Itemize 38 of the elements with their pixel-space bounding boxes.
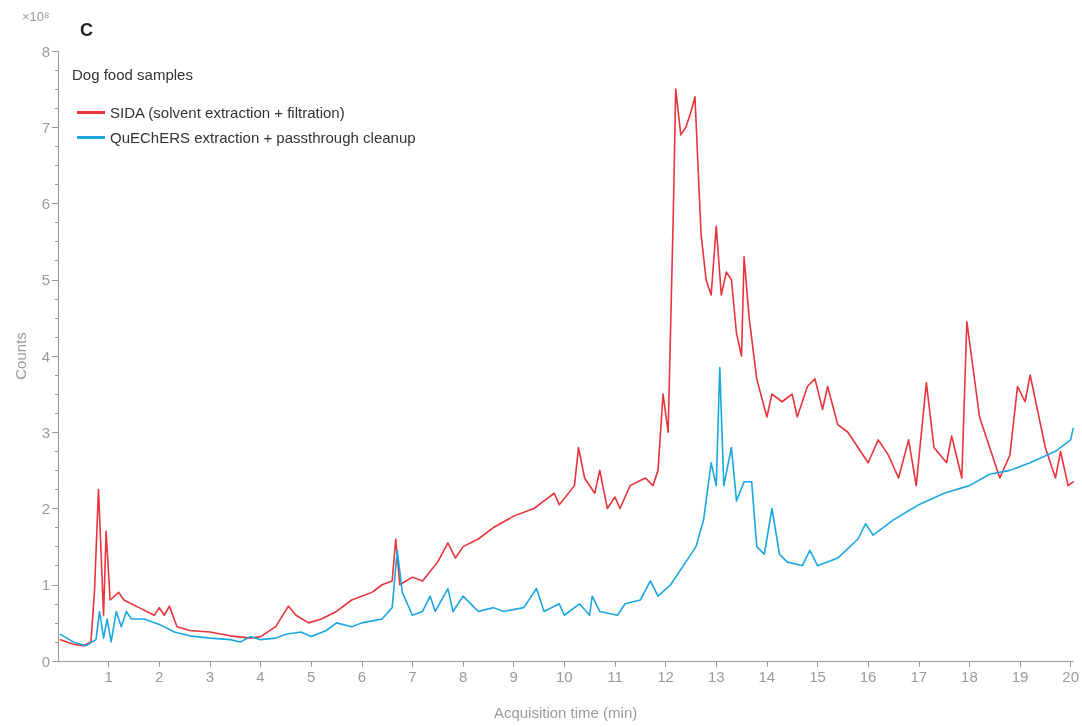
legend-label: QuEChERS extraction + passthrough cleanup — [110, 129, 416, 146]
x-axis-title: Acquisition time (min) — [493, 704, 638, 721]
x-tick-label: 18 — [961, 668, 978, 685]
y-tick-label: 7 — [41, 118, 50, 136]
text: ×10⁸ — [22, 9, 50, 24]
x-tick-label: 6 — [357, 668, 366, 685]
x-tick-label: 19 — [1011, 668, 1029, 685]
legend-title: Dog food samples — [72, 66, 193, 83]
x-tick-label: 17 — [910, 668, 928, 685]
x-tick-label: 3 — [205, 668, 215, 685]
line-series — [59, 88, 1074, 647]
y-tick-label: 6 — [41, 195, 50, 212]
y-axis-title: Counts — [12, 332, 29, 380]
x-tick-label: 15 — [809, 668, 826, 685]
y-tick-label: 2 — [41, 500, 50, 517]
x-tick-label: 2 — [155, 668, 164, 685]
x-tick-label: 4 — [256, 668, 265, 685]
x-tick-label: 11 — [607, 668, 623, 685]
x-tick-label: 10 — [555, 668, 573, 685]
x-tick-label: 5 — [306, 668, 316, 685]
x-tick-label: 7 — [408, 668, 417, 685]
y-tick-label: 1 — [41, 576, 50, 594]
y-tick-label: 0 — [41, 652, 50, 670]
x-tick-label: 16 — [859, 668, 877, 685]
x-tick-label: 1 — [104, 668, 113, 685]
y-tick-label: 5 — [41, 271, 50, 289]
x-tick-label: 8 — [458, 668, 468, 685]
x-tick-label: 12 — [657, 668, 674, 685]
y-tick-label: 8 — [41, 42, 50, 60]
x-tick-label: 14 — [758, 668, 776, 685]
chart-title: C — [80, 20, 93, 40]
y-tick-label: 4 — [41, 347, 50, 365]
x-tick-label: 9 — [509, 668, 518, 685]
y-tick-label: 3 — [41, 423, 50, 441]
line-series — [59, 366, 1074, 647]
legend-label: SIDA (solvent extraction + filtration) — [110, 104, 345, 121]
x-tick-label: 13 — [707, 668, 725, 685]
x-tick-label: 20 — [1062, 668, 1079, 685]
